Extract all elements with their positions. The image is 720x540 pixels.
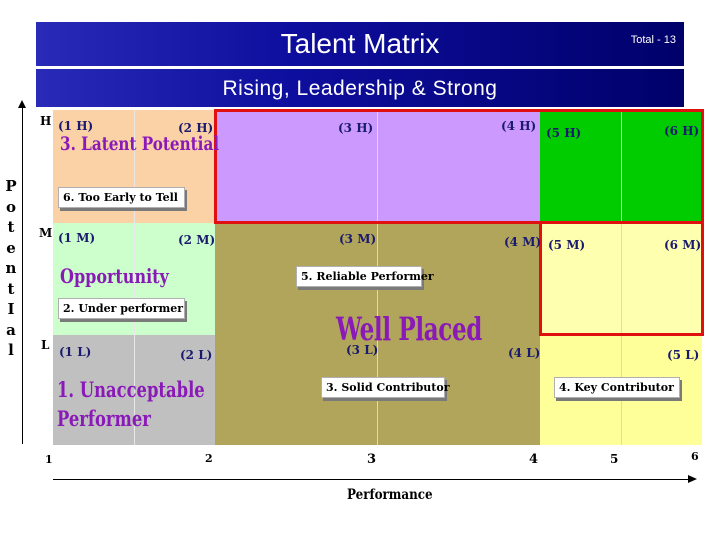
cell-label: (4 H) bbox=[501, 119, 537, 133]
region-unacceptable-line1: 1. Unacceptable bbox=[57, 377, 205, 402]
cell-label: (5 H) bbox=[546, 126, 582, 140]
x-tick: 4 bbox=[529, 452, 539, 467]
box-too-early: 6. Too Early to Tell bbox=[58, 187, 185, 208]
title-band: Talent Matrix Total - 13 bbox=[36, 22, 684, 66]
cell-label: (4 M) bbox=[504, 235, 542, 249]
y-axis-arrow-icon bbox=[18, 100, 26, 108]
region-latent-potential: 3. Latent Potential bbox=[60, 133, 220, 155]
cell-label: (2 L) bbox=[180, 348, 213, 362]
total-count: Total - 13 bbox=[630, 34, 676, 46]
y-title-letter: e bbox=[6, 238, 16, 257]
x-axis-line bbox=[53, 479, 689, 480]
y-title-letter: o bbox=[5, 197, 16, 216]
cell-label: (2 M) bbox=[178, 233, 216, 247]
y-level-h: H bbox=[40, 114, 52, 128]
cell-label: (1 H) bbox=[58, 119, 94, 133]
x-tick: 1 bbox=[45, 453, 53, 466]
y-level-m: M bbox=[39, 226, 53, 240]
box-under-performer: 2. Under performer bbox=[58, 298, 185, 319]
y-title-letter: t bbox=[7, 279, 15, 298]
x-axis-arrow-icon bbox=[688, 475, 697, 483]
y-axis-line bbox=[22, 104, 23, 444]
page-subtitle: Rising, Leadership & Strong bbox=[222, 77, 498, 100]
cell-label: (6 M) bbox=[664, 238, 702, 252]
y-axis-title: P o t e n t I a l bbox=[5, 176, 17, 361]
cell-label: (3 L) bbox=[346, 343, 379, 357]
x-tick: 2 bbox=[205, 452, 213, 465]
box-key: 4. Key Contributor bbox=[554, 377, 680, 398]
box-solid: 3. Solid Contributor bbox=[321, 377, 450, 398]
cell-label: (5 M) bbox=[548, 238, 586, 252]
cell-label: (2 H) bbox=[178, 121, 214, 135]
cell-label: (6 H) bbox=[664, 124, 700, 138]
y-level-l: L bbox=[41, 338, 50, 352]
y-title-letter: I bbox=[7, 300, 15, 318]
region-opportunity: Opportunity bbox=[60, 264, 169, 288]
y-title-letter: l bbox=[8, 341, 14, 359]
x-axis-title: Performance bbox=[347, 487, 433, 503]
region-well-placed: Well Placed bbox=[336, 310, 483, 348]
x-tick: 3 bbox=[367, 452, 377, 467]
page-title: Talent Matrix bbox=[280, 28, 440, 59]
y-title-letter: a bbox=[6, 320, 16, 339]
y-title-letter: P bbox=[5, 177, 17, 195]
x-tick: 5 bbox=[610, 452, 619, 466]
cell-label: (4 L) bbox=[508, 346, 541, 360]
box-reliable: 5. Reliable Performer bbox=[296, 266, 434, 287]
x-tick: 6 bbox=[691, 450, 699, 463]
cell-label: (1 L) bbox=[59, 345, 92, 359]
column-divider bbox=[621, 110, 622, 445]
cell-label: (3 H) bbox=[338, 121, 374, 135]
y-title-letter: n bbox=[5, 259, 17, 277]
region-unacceptable-line2: Performer bbox=[57, 406, 151, 431]
y-title-letter: t bbox=[7, 218, 15, 236]
cell-label: (3 M) bbox=[339, 232, 377, 246]
cell-label: (5 L) bbox=[667, 348, 700, 362]
column-divider bbox=[134, 110, 135, 445]
subtitle-band: Rising, Leadership & Strong bbox=[36, 69, 684, 107]
cell-label: (1 M) bbox=[58, 231, 96, 245]
